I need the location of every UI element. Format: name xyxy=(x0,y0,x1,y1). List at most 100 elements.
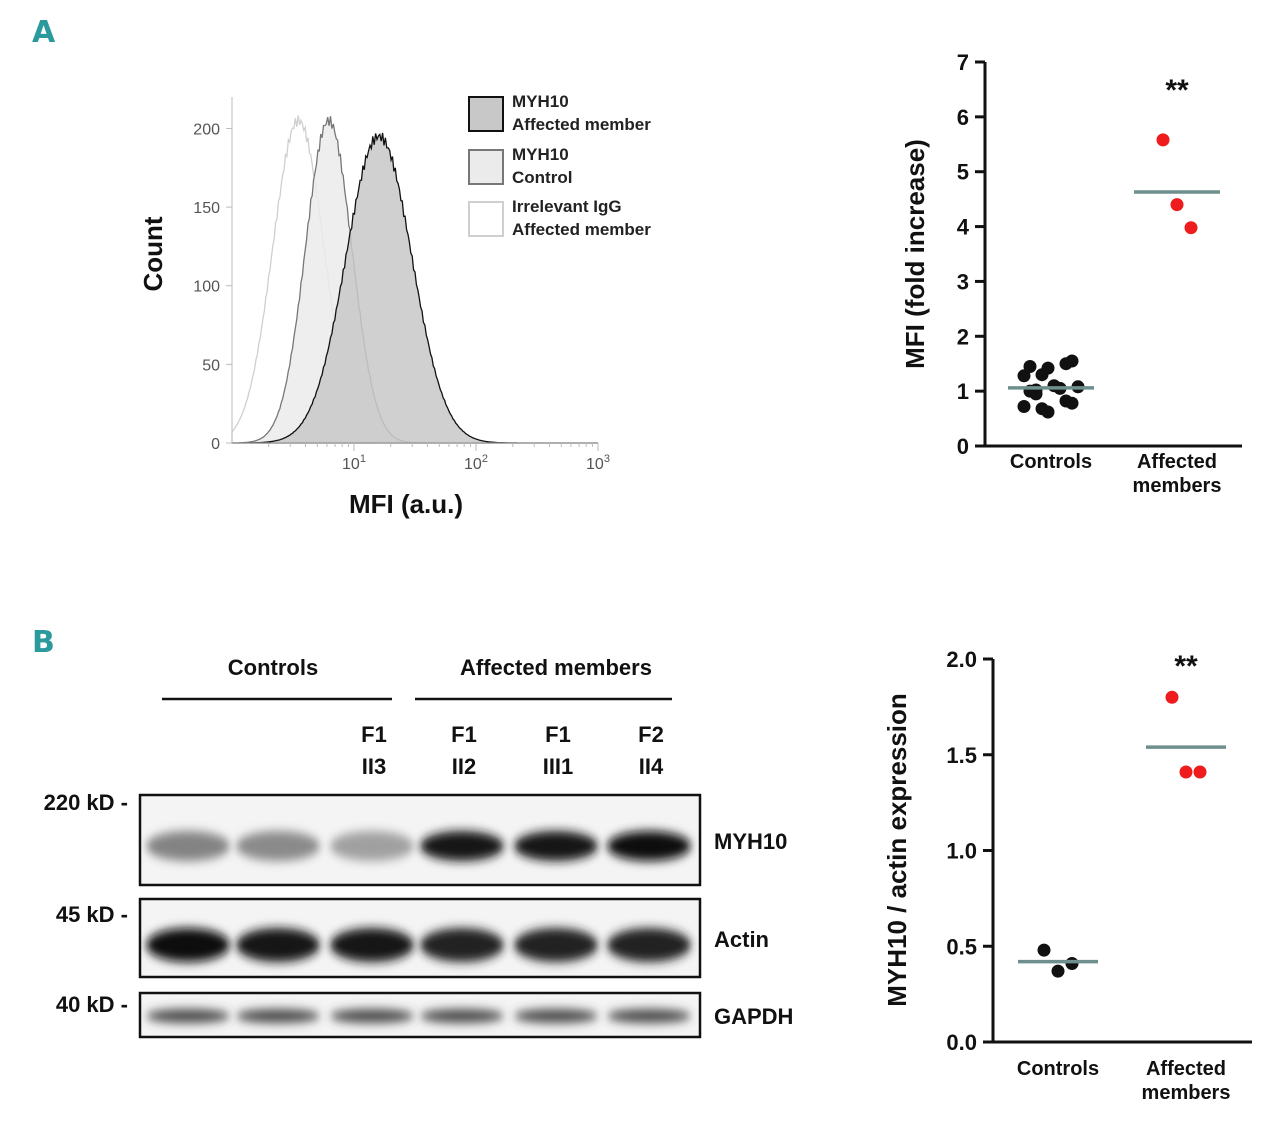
legend-swatch-igg xyxy=(468,201,504,237)
mfi-y-label: MFI (fold increase) xyxy=(900,139,930,369)
mfi-point xyxy=(1184,221,1198,235)
blot-band xyxy=(236,928,320,962)
mfi-y-tick-label: 7 xyxy=(957,50,969,75)
western-marks xyxy=(1018,690,1226,978)
western-point xyxy=(1051,964,1065,978)
mfi-point xyxy=(1017,369,1031,383)
panel-label-a: A xyxy=(32,15,56,50)
mfi-point xyxy=(1041,405,1055,419)
blot-band xyxy=(146,928,230,962)
western-y-tick-label: 1.0 xyxy=(946,839,977,864)
histogram-x-tick-base: 10 xyxy=(586,456,604,473)
blot-band xyxy=(330,1009,414,1023)
blot-lane-label-bottom: III1 xyxy=(543,754,574,779)
blot-row-actin: 45 kD - Actin xyxy=(56,897,769,979)
blot-band xyxy=(607,831,691,861)
mfi-point xyxy=(1017,400,1031,413)
legend-swatch-control xyxy=(468,149,504,185)
legend-swatch-affected xyxy=(468,96,504,132)
histogram-y-ticks: 0 50 100 150 200 xyxy=(193,121,232,453)
mfi-y-tick-label: 3 xyxy=(957,269,969,294)
mfi-significance: ** xyxy=(1165,74,1189,107)
blot-row-myh10: 220 kD - MYH10 xyxy=(44,790,787,887)
histogram-x-tick-label: 103 xyxy=(586,453,610,473)
blot-band xyxy=(420,831,504,861)
western-point xyxy=(1179,765,1193,779)
western-significance: ** xyxy=(1174,650,1198,683)
blot-lane-label-bottom: II2 xyxy=(452,754,476,779)
histogram-x-tick-base: 10 xyxy=(342,456,360,473)
histogram-series xyxy=(231,115,598,444)
blot-band xyxy=(146,1009,230,1023)
western-point xyxy=(1037,943,1051,957)
mfi-marks xyxy=(1008,133,1220,419)
mfi-category-affected-1: Affected xyxy=(1137,451,1217,473)
blot-strip xyxy=(138,991,702,1039)
histogram-x-tick-base: 10 xyxy=(464,456,482,473)
western-category-affected-1: Affected xyxy=(1146,1058,1226,1080)
blot-band xyxy=(330,831,414,861)
panel-label-b: B xyxy=(32,625,55,660)
blot-lane-label-top: F1 xyxy=(451,722,477,747)
mfi-point xyxy=(1041,361,1055,375)
histogram-x-label: MFI (a.u.) xyxy=(349,489,463,519)
western-category-affected-2: members xyxy=(1142,1082,1231,1104)
blot-band xyxy=(607,928,691,962)
blot-band xyxy=(514,928,598,962)
blot-band xyxy=(514,1009,598,1023)
histogram-y-tick-label: 200 xyxy=(193,121,220,138)
mfi-point xyxy=(1065,396,1079,410)
histogram-x-tick-exponent: 1 xyxy=(360,453,366,465)
mfi-point xyxy=(1029,387,1043,401)
blot-protein-label: GAPDH xyxy=(714,1004,793,1029)
histogram-x-ticks: 101 102 103 xyxy=(268,443,610,473)
blot-marker-label: 45 kD - xyxy=(56,902,128,927)
blot-group-controls: Controls xyxy=(228,655,318,680)
blot-band xyxy=(420,1009,504,1023)
blot-row-gapdh: 40 kD - GAPDH xyxy=(56,991,793,1039)
blot-band xyxy=(330,928,414,962)
histogram-x-tick-label: 102 xyxy=(464,453,488,473)
blot-band xyxy=(420,928,504,962)
histogram-y-tick-label: 150 xyxy=(193,200,220,217)
western-point xyxy=(1193,765,1207,779)
blot-lane-label-top: F1 xyxy=(361,722,387,747)
blot-band xyxy=(236,831,320,861)
blot-lane-label-top: F2 xyxy=(638,722,664,747)
mfi-point xyxy=(1065,354,1079,368)
western-blot: Controls Affected members F1 II3 F1 II2 F1 II… xyxy=(44,655,793,1039)
blot-lane-labels: F1 II3 F1 II2 F1 III1 F2 II4 xyxy=(361,722,664,779)
blot-lane-label-top: F1 xyxy=(545,722,571,747)
histogram-x-tick-label: 101 xyxy=(342,453,366,473)
western-y-label: MYH10 / actin expression xyxy=(882,693,912,1007)
mfi-scatter-chart: 0 1 2 3 4 5 6 7 MFI (fold increase) ** Controls… xyxy=(900,50,1242,497)
histogram-y-tick-label: 0 xyxy=(211,436,220,453)
blot-protein-label: Actin xyxy=(714,927,769,952)
mfi-y-tick-label: 5 xyxy=(957,160,969,185)
western-y-tick-label: 0.5 xyxy=(946,934,977,959)
mfi-y-tick-label: 1 xyxy=(957,379,969,404)
mfi-y-tick-label: 4 xyxy=(957,215,970,240)
western-point xyxy=(1165,690,1179,704)
western-point xyxy=(1065,957,1079,970)
legend-label-affected-2: Affected member xyxy=(512,115,651,134)
western-scatter-chart: 0.0 0.5 1.0 1.5 2.0 MYH10 / actin expression… xyxy=(882,647,1252,1104)
histogram-y-tick-label: 50 xyxy=(202,357,220,374)
blot-protein-label: MYH10 xyxy=(714,829,787,854)
mfi-category-controls: Controls xyxy=(1010,451,1092,473)
western-y-ticks: 0.0 0.5 1.0 1.5 2.0 xyxy=(946,647,993,1055)
western-y-tick-label: 2.0 xyxy=(946,647,977,672)
legend-label-affected-1: MYH10 xyxy=(512,92,569,111)
legend-label-control-2: Control xyxy=(512,168,572,187)
blot-strip xyxy=(138,897,702,979)
legend-label-control-1: MYH10 xyxy=(512,145,569,164)
western-y-tick-label: 1.5 xyxy=(946,743,977,768)
blot-lane-label-bottom: II3 xyxy=(362,754,386,779)
mfi-y-ticks: 0 1 2 3 4 5 6 7 xyxy=(957,50,985,459)
histogram-y-tick-label: 100 xyxy=(193,279,220,296)
mfi-y-tick-label: 6 xyxy=(957,105,969,130)
western-category-controls: Controls xyxy=(1017,1058,1099,1080)
mfi-y-tick-label: 0 xyxy=(957,434,969,459)
